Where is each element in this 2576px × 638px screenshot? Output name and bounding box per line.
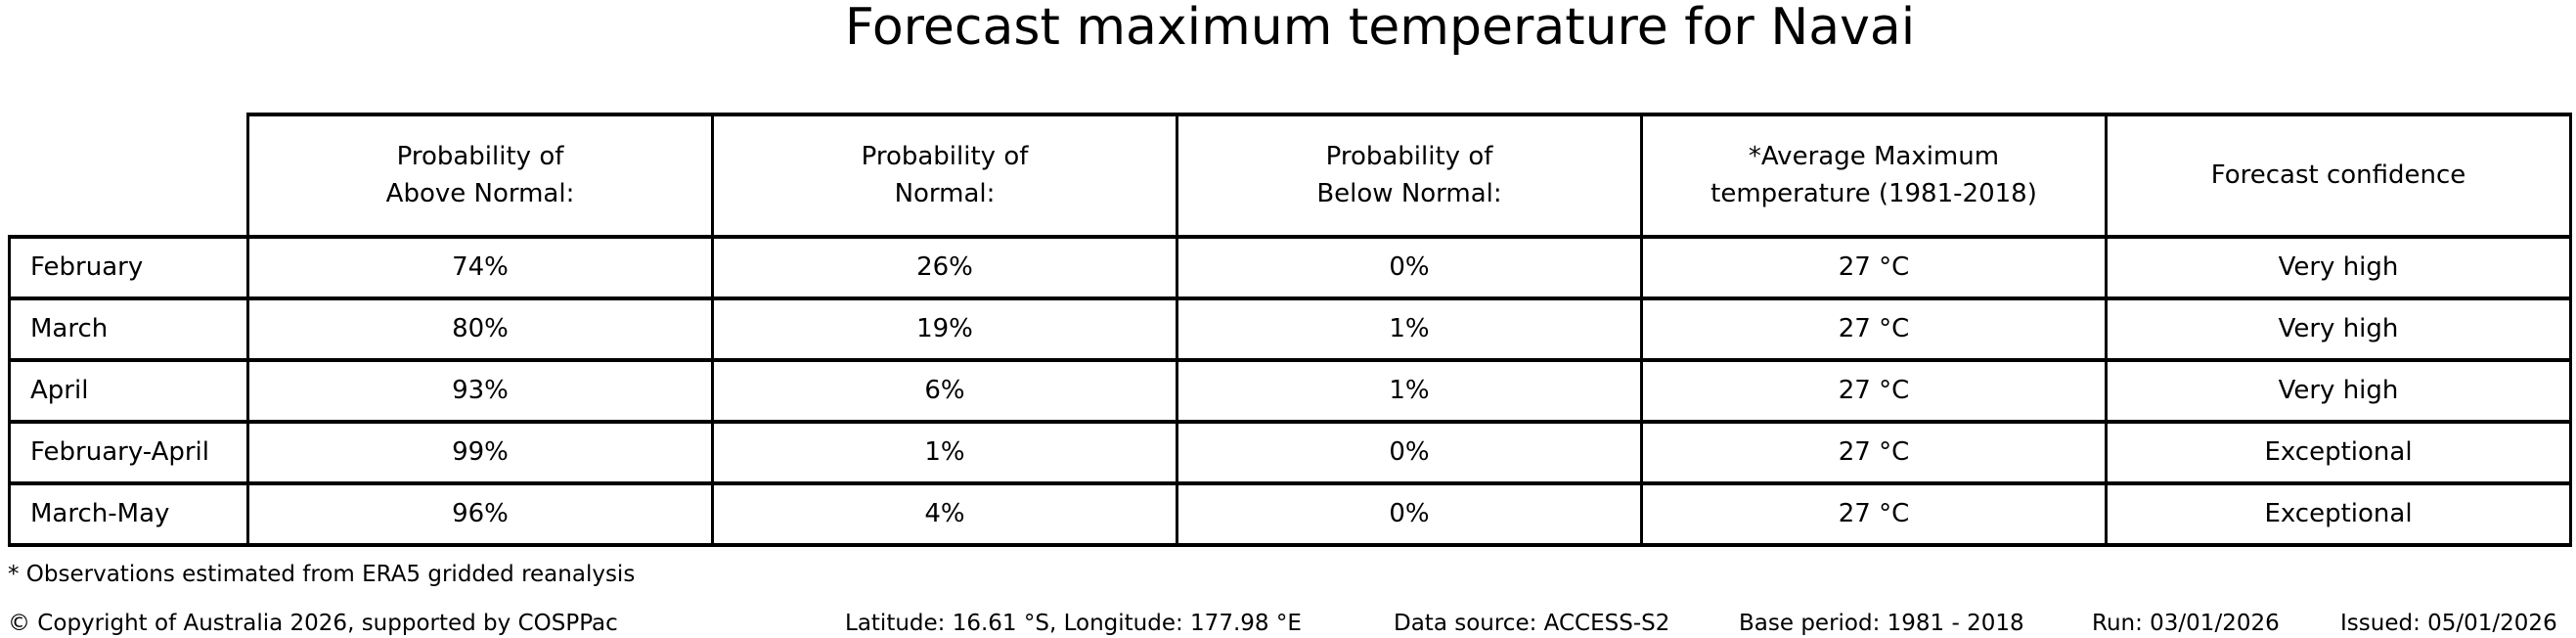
copyright-text: © Copyright of Australia 2026, supported…	[8, 611, 618, 636]
column-header-forecast-confidence: Forecast confidence	[2105, 113, 2572, 239]
data-source-text: Data source: ACCESS-S2	[1394, 611, 1670, 636]
row-label: February	[8, 235, 249, 300]
avg-max-temp-cell: 27 °C	[1640, 296, 2108, 362]
confidence-cell: Very high	[2105, 358, 2572, 424]
column-header-average-max-temp: *Average Maximum temperature (1981-2018)	[1640, 113, 2108, 239]
prob-normal-cell: 19%	[711, 296, 1178, 362]
prob-below-cell: 0%	[1176, 420, 1643, 485]
prob-above-cell: 80%	[246, 296, 714, 362]
prob-below-cell: 0%	[1176, 235, 1643, 300]
avg-max-temp-cell: 27 °C	[1640, 420, 2108, 485]
confidence-cell: Very high	[2105, 235, 2572, 300]
prob-below-cell: 1%	[1176, 358, 1643, 424]
corner-cell	[10, 114, 248, 237]
column-header-normal: Probability of Normal:	[711, 113, 1178, 239]
prob-below-cell: 1%	[1176, 296, 1643, 362]
table-row: April 93% 6% 1% 27 °C Very high	[8, 358, 2572, 424]
page-title: Forecast maximum temperature for Navai	[844, 0, 1916, 57]
avg-max-temp-cell: 27 °C	[1640, 358, 2108, 424]
run-date-text: Run: 03/01/2026	[2092, 611, 2280, 636]
table-row: February-April 99% 1% 0% 27 °C Exception…	[8, 420, 2572, 485]
prob-normal-cell: 1%	[711, 420, 1178, 485]
avg-max-temp-cell: 27 °C	[1640, 235, 2108, 300]
column-header-above-normal: Probability of Above Normal:	[246, 113, 714, 239]
prob-above-cell: 99%	[246, 420, 714, 485]
prob-normal-cell: 26%	[711, 235, 1178, 300]
prob-normal-cell: 6%	[711, 358, 1178, 424]
prob-normal-cell: 4%	[711, 481, 1178, 547]
table-row: March-May 96% 4% 0% 27 °C Exceptional	[8, 481, 2572, 547]
column-header-below-normal: Probability of Below Normal:	[1176, 113, 1643, 239]
avg-max-temp-cell: 27 °C	[1640, 481, 2108, 547]
row-label: March	[8, 296, 249, 362]
observations-footnote: * Observations estimated from ERA5 gridd…	[8, 562, 636, 587]
confidence-cell: Very high	[2105, 296, 2572, 362]
row-label: April	[8, 358, 249, 424]
confidence-cell: Exceptional	[2105, 420, 2572, 485]
row-label: February-April	[8, 420, 249, 485]
issued-date-text: Issued: 05/01/2026	[2340, 611, 2557, 636]
table-row: March 80% 19% 1% 27 °C Very high	[8, 296, 2572, 362]
prob-above-cell: 93%	[246, 358, 714, 424]
row-label: March-May	[8, 481, 249, 547]
table-row: February 74% 26% 0% 27 °C Very high	[8, 235, 2572, 300]
base-period-text: Base period: 1981 - 2018	[1739, 611, 2024, 636]
prob-below-cell: 0%	[1176, 481, 1643, 547]
header-row: Probability of Above Normal: Probability…	[10, 113, 2572, 239]
prob-above-cell: 96%	[246, 481, 714, 547]
prob-above-cell: 74%	[246, 235, 714, 300]
confidence-cell: Exceptional	[2105, 481, 2572, 547]
forecast-table: Probability of Above Normal: Probability…	[8, 113, 2572, 547]
lat-long-text: Latitude: 16.61 °S, Longitude: 177.98 °E	[845, 611, 1302, 636]
